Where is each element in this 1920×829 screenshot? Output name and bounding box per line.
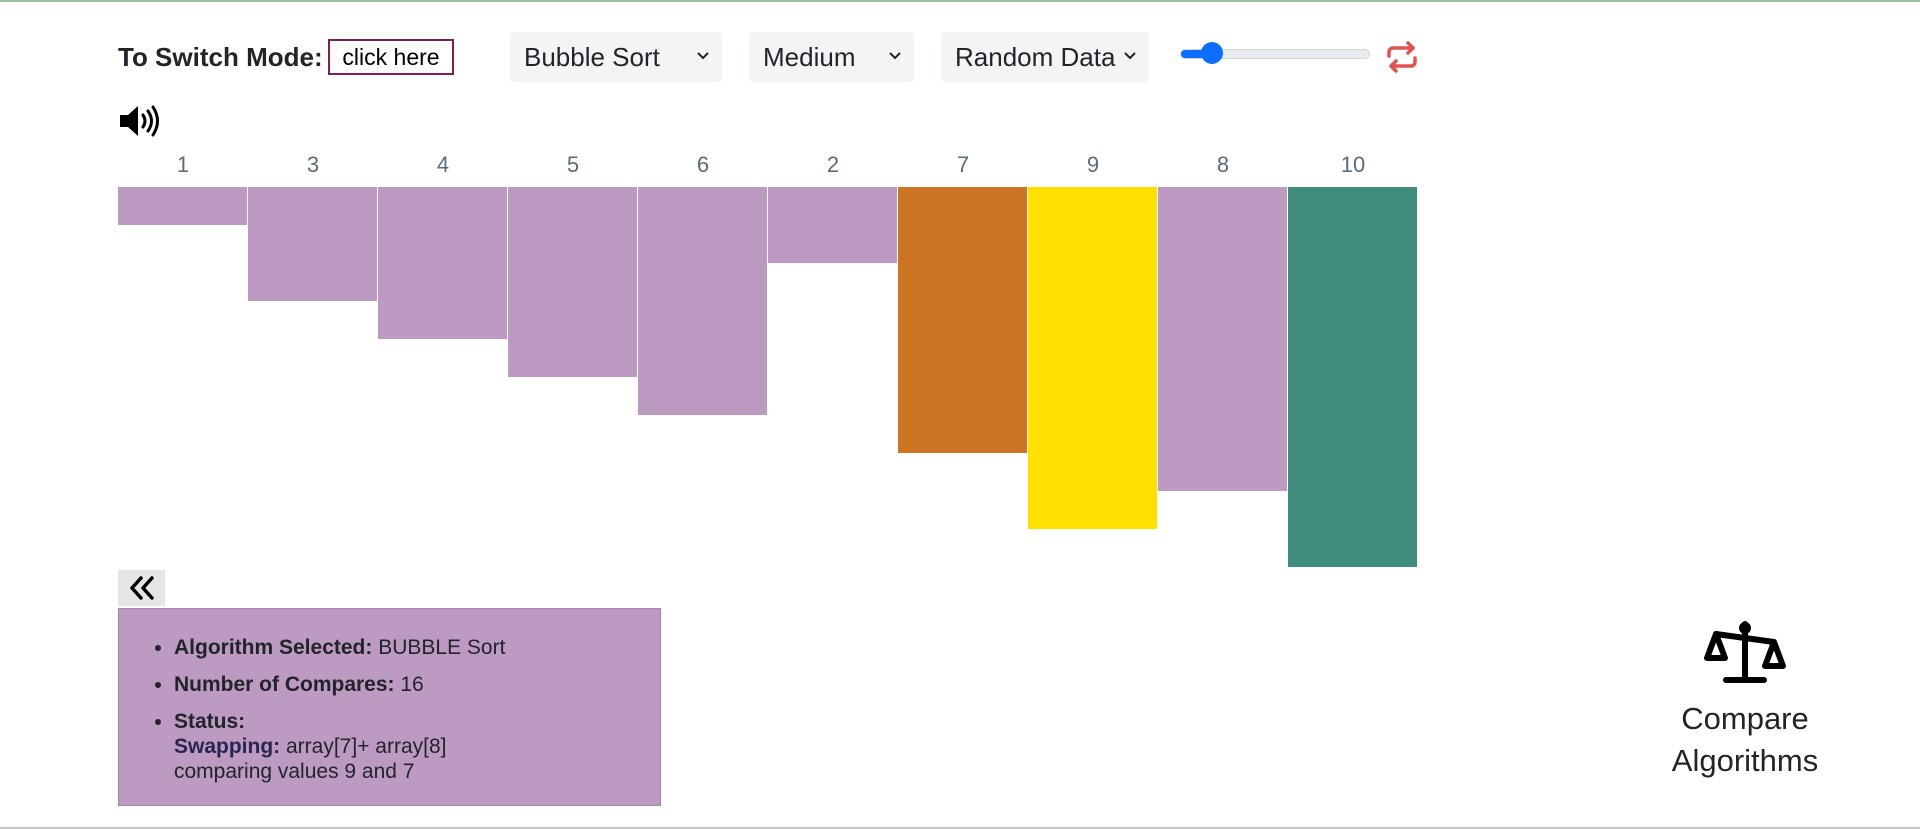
compare-line-1: Compare	[1681, 701, 1809, 736]
bar-label: 1	[176, 152, 190, 177]
algorithm-value: BUBBLE Sort	[372, 636, 506, 659]
bar	[1158, 187, 1288, 491]
chevron-down-icon	[1124, 52, 1136, 60]
bar	[118, 187, 248, 225]
swapping-key: Swapping:	[174, 735, 281, 758]
bar-label: 8	[1216, 152, 1230, 177]
bar-label: 4	[436, 152, 450, 177]
data-type-select-value: Random Data	[955, 41, 1116, 72]
bar-label: 5	[566, 152, 580, 177]
bar-label: 10	[1340, 152, 1366, 177]
bar-label: 3	[306, 152, 320, 177]
bar-labels: 1 3 4 5 6 2 7 9 8 10	[118, 152, 1418, 182]
switch-mode-label: To Switch Mode:	[118, 42, 323, 72]
size-slider-thumb[interactable]	[1201, 42, 1223, 64]
bar	[248, 187, 378, 301]
bottom-border	[0, 827, 1920, 829]
top-border	[0, 0, 1920, 2]
bar	[768, 187, 898, 263]
repeat-icon[interactable]	[1383, 38, 1421, 76]
algorithm-select-value: Bubble Sort	[524, 41, 660, 72]
comparing-text: comparing values 9 and 7	[174, 760, 415, 783]
bar	[898, 187, 1028, 453]
bar	[638, 187, 768, 415]
info-algorithm: Algorithm Selected: BUBBLE Sort	[174, 635, 640, 660]
double-chevron-left-icon	[129, 576, 154, 600]
chevron-down-icon	[889, 52, 901, 60]
bar-label: 2	[826, 152, 840, 177]
chevron-down-icon	[697, 52, 709, 60]
bar-label: 6	[696, 152, 710, 177]
info-compares: Number of Compares: 16	[174, 672, 640, 697]
compare-line-2: Algorithms	[1671, 743, 1819, 778]
bar	[1288, 187, 1418, 567]
status-key: Status:	[174, 710, 246, 733]
collapse-panel-button[interactable]	[118, 570, 165, 606]
bar-label: 9	[1086, 152, 1100, 177]
size-slider-fill	[1181, 50, 1213, 58]
switch-mode-button[interactable]: click here	[328, 39, 454, 75]
speed-select[interactable]: Medium	[749, 32, 914, 82]
speaker-icon[interactable]	[118, 104, 162, 138]
scale-balance-icon	[1704, 621, 1786, 683]
size-slider-track[interactable]	[1180, 49, 1370, 59]
compare-algorithms-button[interactable]: Compare Algorithms	[1630, 618, 1860, 782]
algorithm-select[interactable]: Bubble Sort	[510, 32, 722, 82]
bar	[508, 187, 638, 377]
compares-value: 16	[394, 673, 424, 696]
bar	[378, 187, 508, 339]
algorithm-key: Algorithm Selected:	[174, 636, 373, 659]
bar-label: 7	[956, 152, 970, 177]
bar	[1028, 187, 1158, 529]
data-type-select[interactable]: Random Data	[941, 32, 1149, 82]
bar-chart	[118, 187, 1418, 567]
swapping-value: array[7]+ array[8]	[280, 735, 447, 758]
info-status: Status: Swapping: array[7]+ array[8] com…	[174, 709, 640, 784]
speed-select-value: Medium	[763, 41, 856, 72]
compares-key: Number of Compares:	[174, 673, 395, 696]
info-panel: Algorithm Selected: BUBBLE Sort Number o…	[118, 608, 661, 806]
